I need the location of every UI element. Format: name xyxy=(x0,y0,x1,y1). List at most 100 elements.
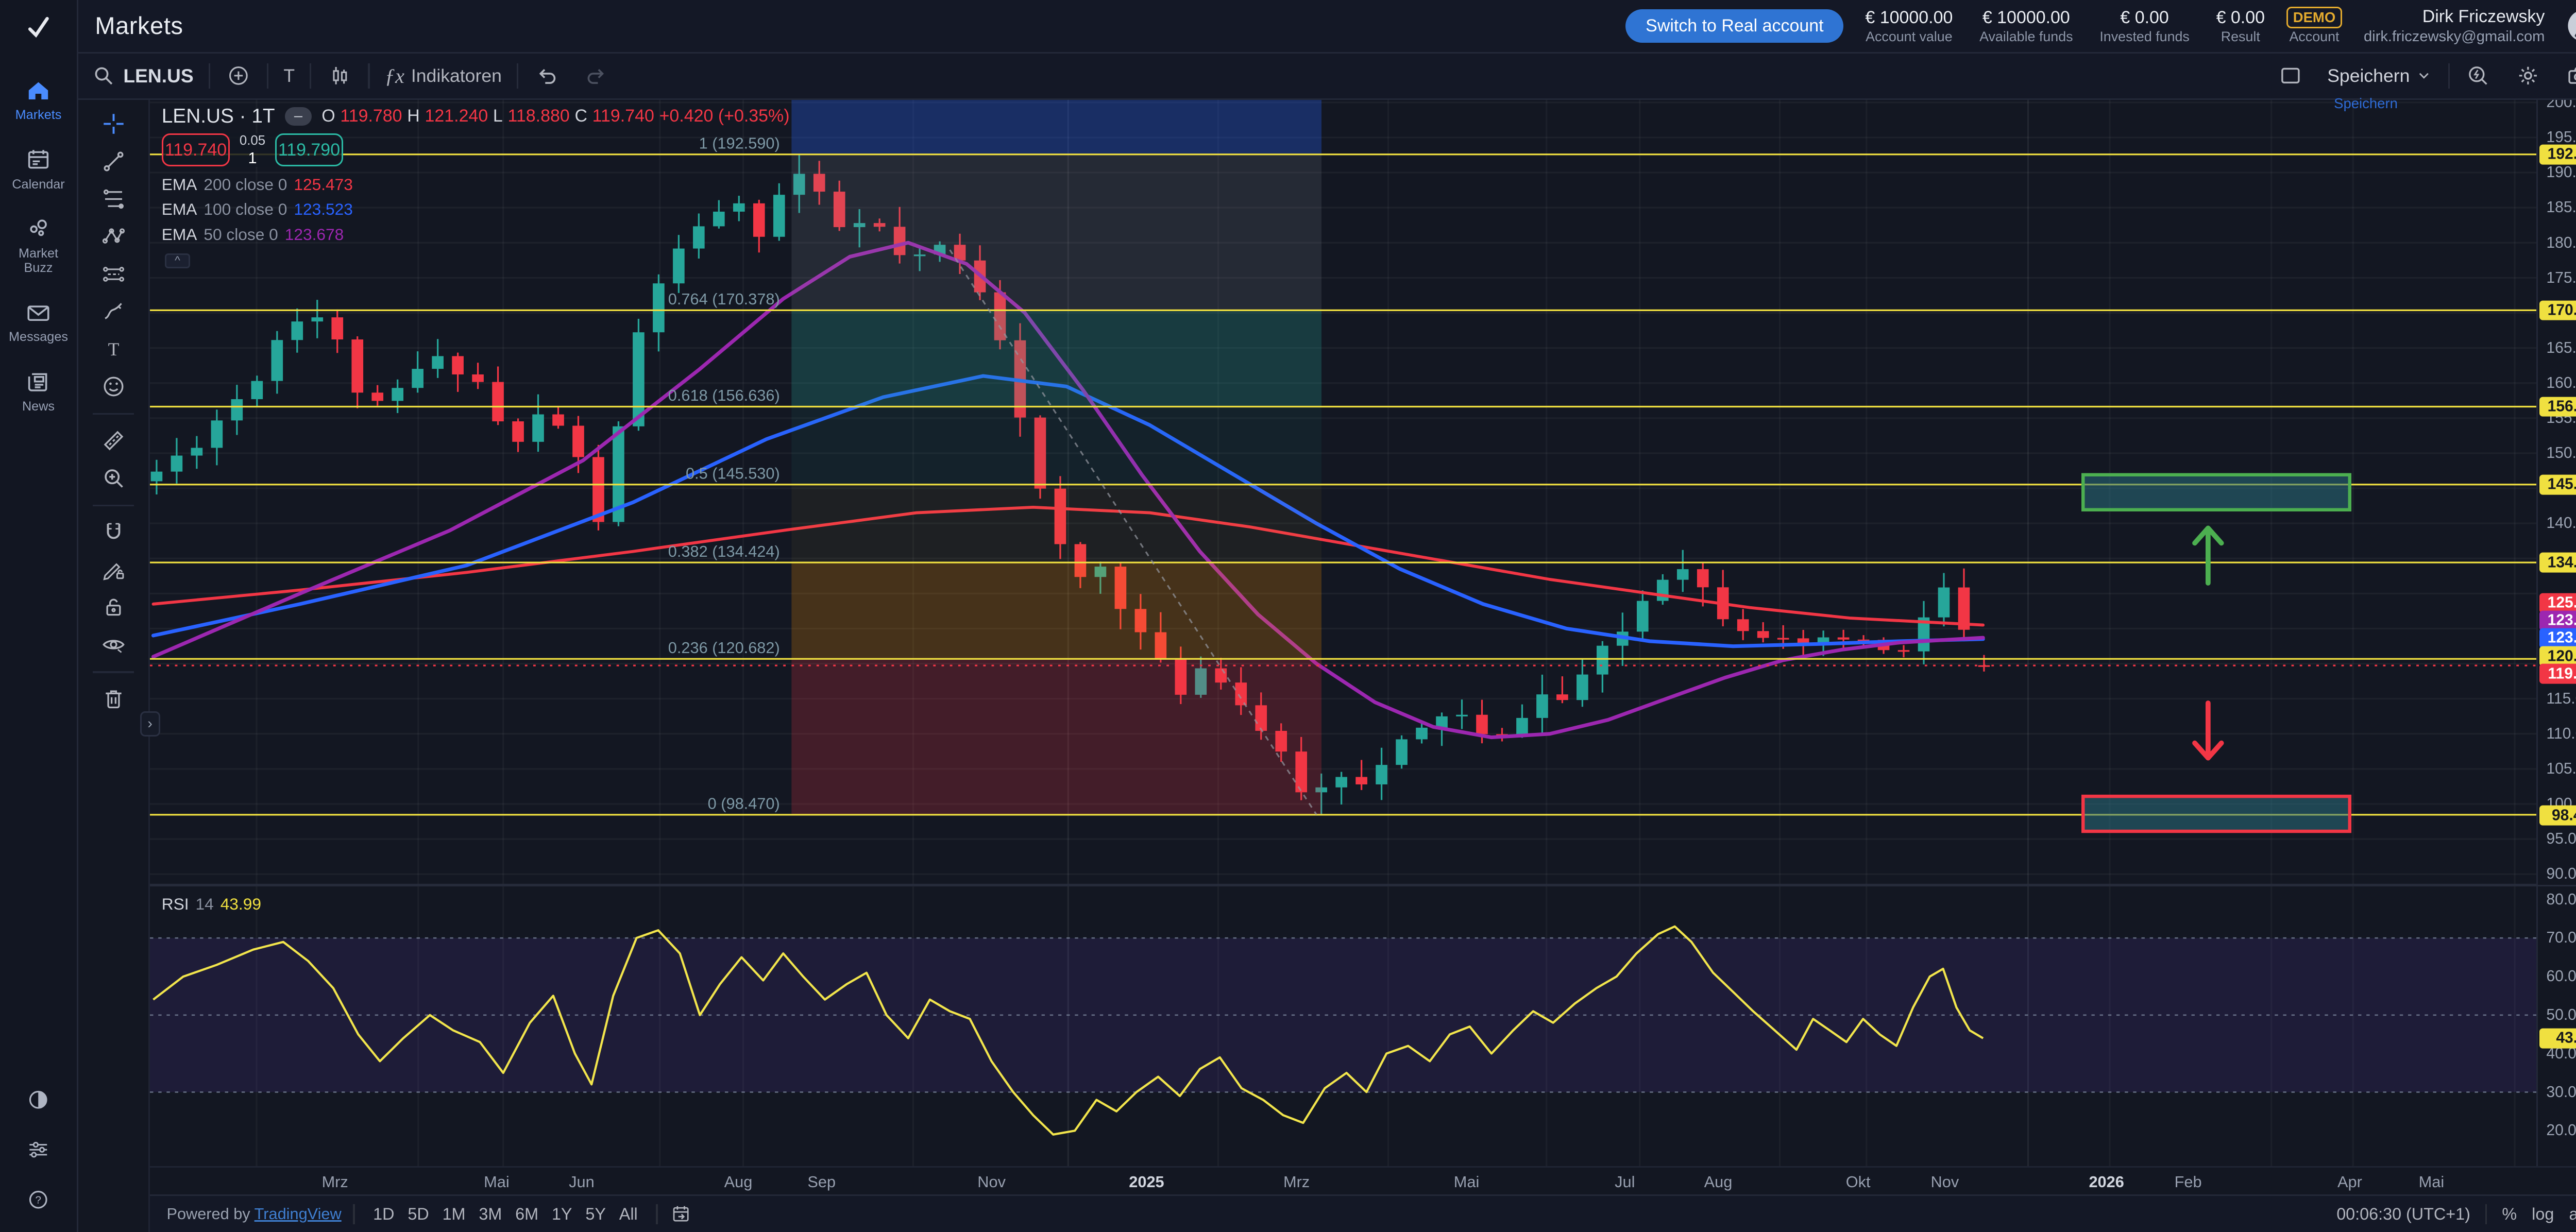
help-icon[interactable]: ? xyxy=(26,1187,51,1212)
scale-log-button[interactable]: log xyxy=(2532,1204,2554,1223)
time-tick: Apr xyxy=(2337,1172,2362,1191)
time-tick: Jun xyxy=(569,1172,595,1191)
clock[interactable]: 00:06:30 (UTC+1) xyxy=(2336,1204,2470,1223)
time-tick: Feb xyxy=(2174,1172,2202,1191)
scale---button[interactable]: % xyxy=(2502,1204,2517,1223)
tool-trash-icon[interactable] xyxy=(99,685,128,713)
timeframe-6m-button[interactable]: 6M xyxy=(515,1204,539,1223)
tradingview-link[interactable]: TradingView xyxy=(254,1205,342,1223)
user-email: dirk.friczewsky@gmail.com xyxy=(2363,28,2545,45)
tool-eye-icon[interactable] xyxy=(99,630,128,659)
contrast-icon[interactable] xyxy=(26,1087,51,1113)
time-tick: Okt xyxy=(1845,1172,1871,1191)
scale-auto-button[interactable]: auto xyxy=(2569,1205,2576,1224)
pane-divider[interactable] xyxy=(150,884,2576,886)
symbol-search-button[interactable]: LEN.US xyxy=(78,62,205,89)
timeframe-1m-button[interactable]: 1M xyxy=(442,1204,466,1223)
interval-button[interactable]: T xyxy=(272,65,307,87)
timeframe-1y-button[interactable]: 1Y xyxy=(551,1204,572,1223)
chart-toolbar-right: Speichern Speichern xyxy=(2266,62,2576,111)
buzz-icon xyxy=(24,215,53,244)
tool-crosshair-icon[interactable] xyxy=(99,110,128,138)
toolbar-divider xyxy=(267,63,269,89)
layout-button[interactable] xyxy=(2266,62,2316,89)
price-tick: 20.00 xyxy=(2546,1122,2576,1139)
sidebar-item-messages[interactable]: Messages xyxy=(9,299,68,345)
tool-trend-line-icon[interactable] xyxy=(99,147,128,176)
save-label: Speichern xyxy=(2327,65,2410,86)
tool-lock-icon[interactable] xyxy=(99,593,128,621)
panel-expand-button[interactable]: › xyxy=(140,711,160,737)
ohlc-value: 119.740 xyxy=(592,106,654,126)
ohlc-key: C xyxy=(574,106,587,126)
stat-label: Result xyxy=(2221,28,2260,44)
redo-button[interactable] xyxy=(572,62,622,89)
quick-search-button[interactable] xyxy=(2453,62,2503,89)
news-icon xyxy=(24,368,53,396)
timeframe-1d-button[interactable]: 1D xyxy=(373,1204,395,1223)
legend-collapse-pill[interactable]: – xyxy=(285,107,312,126)
price-chart-svg[interactable]: 1 (192.590) 0.764 (170.378) 0.618 (156.636… xyxy=(150,100,2537,1167)
price-axis[interactable]: 200.000195.000190.000185.000180.000175.0… xyxy=(2536,94,2576,1167)
bottom-bar-left: Powered by TradingView 1D 5D 1M 3M 6M 1Y 5Y All xyxy=(166,1203,692,1226)
timeframe-5y-button[interactable]: 5Y xyxy=(585,1204,606,1223)
sidebar-item-market-buzz[interactable]: Market Buzz xyxy=(9,215,68,276)
quantity-stepper[interactable]: 0.05 1 xyxy=(230,133,275,167)
rsi-legend: RSI 14 43.99 xyxy=(162,895,261,914)
time-axis[interactable]: Mrz Mai Jun Aug Sep Nov 2025 Mrz Mai Jul Aug Okt Nov… xyxy=(78,1166,2576,1195)
ema-legend-row[interactable]: EMA 200 close 0 125.473 xyxy=(162,175,353,194)
price-chip: 134.424 xyxy=(2539,552,2576,573)
tool-zoom-in-icon[interactable] xyxy=(99,464,128,492)
price-tick: 115.000 xyxy=(2546,690,2576,707)
chart-region: LEN.US T ƒx Indikatoren Speichern Spe xyxy=(78,53,2576,1232)
sidebar-item-calendar[interactable]: Calendar xyxy=(9,146,68,192)
timeframe-5d-button[interactable]: 5D xyxy=(408,1204,429,1223)
tool-ruler-icon[interactable] xyxy=(99,426,128,455)
chart-type-button[interactable] xyxy=(315,62,365,89)
undo-button[interactable] xyxy=(522,62,572,89)
chart-plot-area[interactable]: 1 (192.590) 0.764 (170.378) 0.618 (156.636… xyxy=(150,100,2537,1167)
time-tick: Jul xyxy=(1615,1172,1635,1191)
stat-value: € 10000.00 xyxy=(1982,7,2070,27)
tool-text-icon[interactable]: T xyxy=(99,335,128,363)
compare-add-symbol-button[interactable] xyxy=(214,62,264,89)
legend-collapse-button[interactable]: ^ xyxy=(165,253,190,268)
buy-button[interactable]: 119.790 xyxy=(275,133,344,167)
ema-legend-row[interactable]: EMA 50 close 0 123.678 xyxy=(162,225,344,244)
sell-button[interactable]: 119.740 xyxy=(161,133,230,167)
rsi-name[interactable]: RSI xyxy=(161,895,189,913)
tool-magnet-icon[interactable] xyxy=(99,518,128,546)
avatar[interactable] xyxy=(2566,8,2576,43)
go-to-date-icon[interactable] xyxy=(669,1203,692,1226)
tool-projection-icon[interactable] xyxy=(99,260,128,288)
layout-square-icon xyxy=(2277,62,2304,89)
tool-brush-icon[interactable] xyxy=(99,297,128,326)
user-info[interactable]: Dirk Friczewsky dirk.friczewsky@gmail.co… xyxy=(2364,6,2545,46)
time-tick: Mrz xyxy=(1283,1172,1310,1191)
tool-edit-lock-icon[interactable] xyxy=(99,556,128,584)
rsi-value: 43.99 xyxy=(220,895,261,913)
trade-widget: 119.740 0.05 1 119.790 xyxy=(161,133,344,167)
tool-emoji-icon[interactable] xyxy=(99,372,128,401)
account-stat-available-funds: € 10000.00 Available funds xyxy=(1979,7,2073,45)
bottom-divider xyxy=(656,1204,658,1224)
timeframe-3m-button[interactable]: 3M xyxy=(479,1204,502,1223)
sliders-icon[interactable] xyxy=(26,1137,51,1162)
indicators-button[interactable]: ƒx Indikatoren xyxy=(373,64,513,88)
snapshot-button[interactable] xyxy=(2553,62,2576,89)
sidebar-item-news[interactable]: News xyxy=(9,368,68,414)
legend-symbol[interactable]: LEN.US · 1T xyxy=(161,105,275,127)
camera-icon xyxy=(2565,62,2576,89)
tool-fib-retracement-icon[interactable] xyxy=(99,185,128,213)
app-logo[interactable] xyxy=(0,0,77,54)
chart-legend: LEN.US · 1T – O 119.780 H 121.240 L 118.880 C 1… xyxy=(162,105,790,128)
timeframe-all-button[interactable]: All xyxy=(619,1204,638,1223)
settings-button[interactable] xyxy=(2503,62,2553,89)
symbol-label: LEN.US xyxy=(123,64,194,87)
ema-legend-row[interactable]: EMA 100 close 0 123.523 xyxy=(162,200,353,219)
switch-to-real-account-button[interactable]: Switch to Real account xyxy=(1625,9,1844,43)
sidebar-item-markets[interactable]: Markets xyxy=(9,77,68,123)
top-bar: Markets Switch to Real account € 10000.0… xyxy=(78,0,2576,54)
save-button[interactable]: Speichern Speichern xyxy=(2316,65,2445,111)
tool-xabcd-pattern-icon[interactable] xyxy=(99,223,128,251)
